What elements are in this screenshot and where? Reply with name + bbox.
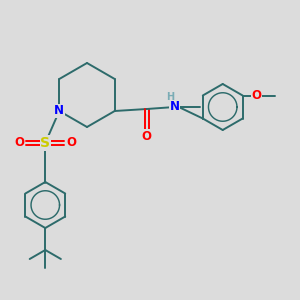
Text: H: H <box>166 92 174 102</box>
Text: O: O <box>142 130 152 142</box>
Text: N: N <box>170 100 180 113</box>
Text: S: S <box>40 136 50 150</box>
Text: O: O <box>66 136 76 149</box>
Text: N: N <box>54 104 64 118</box>
Text: O: O <box>252 89 262 102</box>
Text: O: O <box>14 136 24 149</box>
